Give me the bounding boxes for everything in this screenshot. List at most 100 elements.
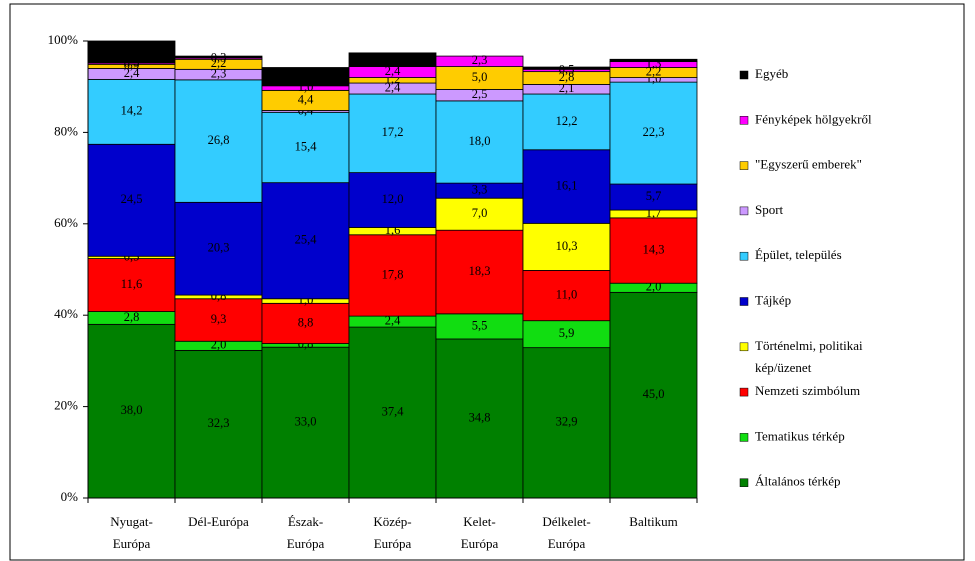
legend-label: Általános térkép [755, 474, 841, 489]
data-label: 2,2 [211, 56, 227, 70]
legend-swatch [739, 433, 749, 442]
bar-segment [261, 67, 350, 87]
legend-swatch [739, 297, 749, 306]
data-label: 3,3 [472, 183, 488, 197]
data-label: 24,5 [121, 192, 143, 206]
bar-segment [435, 100, 524, 184]
data-label: 17,8 [382, 267, 404, 281]
bar-segment [261, 111, 350, 184]
data-label: 26,8 [208, 133, 230, 147]
data-label: 17,2 [382, 125, 404, 139]
data-label: 9,3 [211, 312, 227, 326]
x-tick-label: Dél-Európa [188, 514, 249, 529]
y-tick-label: 40% [54, 306, 78, 321]
bar-segment [522, 347, 611, 499]
data-label: 33,0 [295, 414, 317, 428]
bar-segment [522, 149, 611, 224]
data-label: 2,8 [559, 70, 575, 84]
bar-segment [174, 55, 263, 59]
x-tick-label: Délkelet-Európa [542, 514, 590, 551]
bar-segment [174, 79, 263, 203]
y-tick-label: 0% [61, 489, 79, 504]
y-tick-label: 20% [54, 398, 78, 413]
data-label: 32,9 [556, 415, 578, 429]
bar-segment [261, 302, 350, 344]
x-tick-label: Nyugat-Európa [110, 514, 153, 551]
data-label: 11,0 [556, 287, 577, 301]
legend-label: Fényképek hölgyekről [755, 111, 872, 126]
data-label: 2,4 [124, 66, 140, 80]
bar-segment [261, 182, 350, 300]
data-label: 22,3 [643, 125, 665, 139]
data-label: 10,3 [556, 239, 578, 253]
bar-segment [609, 217, 698, 284]
data-label: 2,4 [385, 80, 401, 94]
legend-swatch [739, 206, 749, 216]
bar-segment [609, 81, 698, 185]
legend-swatch [739, 342, 749, 352]
data-label: 18,0 [469, 134, 491, 148]
data-label: 20,3 [208, 241, 230, 255]
data-label: 4,4 [298, 92, 314, 106]
data-label: 11,6 [121, 277, 142, 291]
data-label: 2,8 [124, 310, 140, 324]
data-label: 16,1 [556, 178, 578, 192]
data-label: 2,4 [385, 313, 401, 327]
data-label: 2,4 [385, 64, 401, 78]
bar-segment [348, 326, 437, 499]
bar-segment [348, 234, 437, 317]
data-label: 5,9 [559, 326, 575, 340]
legend-swatch [739, 387, 749, 397]
bar-segment [261, 346, 350, 499]
legend-label: Sport [755, 202, 784, 217]
bar-segment [522, 270, 611, 322]
legend-swatch [739, 161, 749, 170]
legend-label: Tematikus térkép [755, 428, 845, 443]
data-label: 5,0 [472, 70, 488, 84]
bar-segment [522, 66, 611, 70]
bar-segment [174, 201, 263, 296]
bar-segment [435, 338, 524, 499]
data-label: 38,0 [121, 403, 143, 417]
legend-swatch [739, 116, 749, 125]
legend-label: Tájkép [755, 292, 791, 307]
legend-label: Egyéb [755, 66, 788, 81]
legend-label: Épület, település [755, 247, 842, 262]
data-label: 34,8 [469, 410, 491, 424]
legend-swatch [739, 70, 749, 80]
bar-segment [609, 58, 698, 62]
data-label: 2,5 [472, 87, 488, 101]
y-tick-label: 80% [54, 123, 78, 138]
legend-label: "Egyszerű emberek" [755, 157, 862, 172]
data-label: 18,3 [469, 264, 491, 278]
bar-segment [609, 183, 698, 211]
bar-segment [87, 40, 176, 64]
data-label: 2,3 [472, 53, 488, 67]
data-label: 5,5 [472, 318, 488, 332]
data-label: 12,0 [382, 192, 404, 206]
x-tick-label: Közép-Európa [373, 514, 411, 551]
data-label: 8,8 [298, 315, 314, 329]
data-label: 1,3 [646, 56, 662, 70]
data-label: 15,4 [295, 139, 318, 153]
y-tick-label: 100% [48, 32, 79, 47]
bar-segment [174, 298, 263, 342]
bar-segment [522, 320, 611, 349]
x-tick-label: Kelet-Európa [461, 514, 499, 551]
bar-segment [348, 52, 437, 67]
bar-segment [87, 78, 176, 145]
data-label: 32,3 [208, 416, 230, 430]
legend-label: Történelmi, politikai kép/üzenet [755, 338, 866, 375]
data-label: 25,4 [295, 233, 318, 247]
data-label: 2,2 [646, 64, 662, 78]
bar-segment [609, 291, 698, 499]
x-tick-label: Baltikum [629, 514, 677, 529]
data-label: 14,3 [643, 242, 665, 256]
data-label: 45,0 [643, 387, 665, 401]
x-tick-label: Észak-Európa [287, 514, 325, 551]
data-label: 14,2 [121, 104, 143, 118]
legend-swatch [739, 478, 749, 487]
y-tick-label: 60% [54, 215, 78, 230]
data-label: 2,3 [211, 66, 227, 80]
